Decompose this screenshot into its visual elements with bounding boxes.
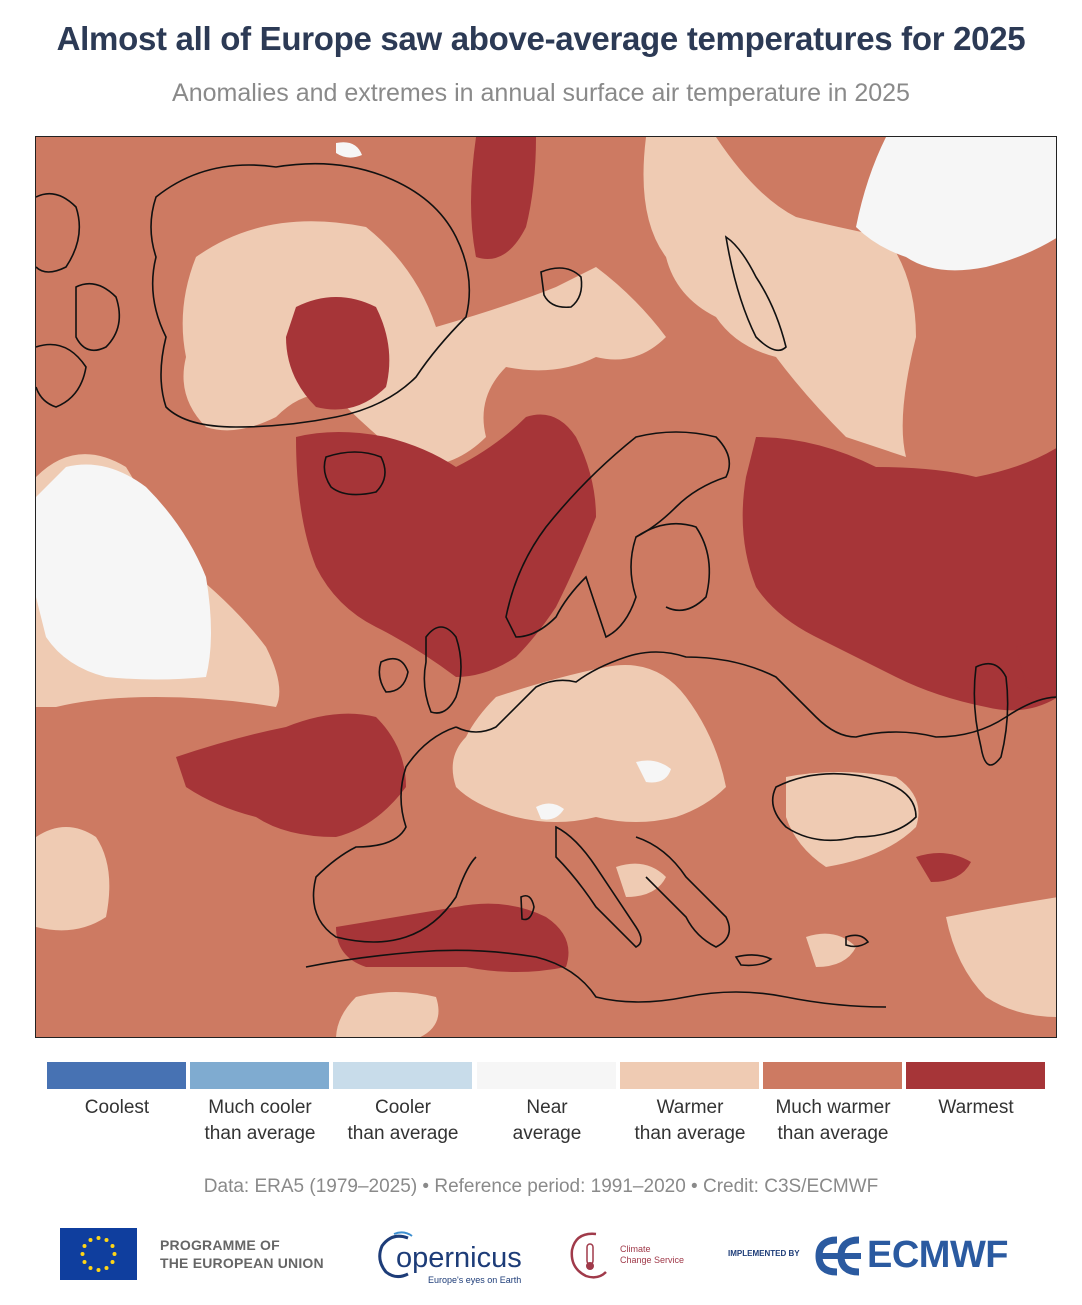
legend-swatch-much-warmer (763, 1062, 902, 1089)
copernicus-c-icon (378, 1231, 413, 1279)
legend-swatch-near (477, 1062, 616, 1089)
thermometer-icon (570, 1232, 607, 1279)
near-average-regions (36, 137, 1056, 820)
legend-label-warmer: Warmer than average (634, 1097, 746, 1144)
implemented-by-text: IMPLEMENTED BY (728, 1249, 800, 1258)
eu-stars-icon (80, 1236, 117, 1272)
legend-label-cooler: Cooler than average (347, 1097, 459, 1144)
legend-label-warmest: Warmest (938, 1097, 1014, 1118)
coastlines (36, 162, 1056, 1008)
warmest-regions (176, 137, 1056, 972)
ecmwf-mark-icon (815, 1236, 861, 1276)
map-svg (36, 137, 1056, 1037)
page-subtitle: Anomalies and extremes in annual surface… (172, 79, 910, 107)
data-credit: Data: ERA5 (1979–2025) • Reference perio… (203, 1176, 879, 1197)
eu-flag-logo (60, 1228, 137, 1280)
eu-programme-text: PROGRAMME OF THE EUROPEAN UNION (160, 1237, 324, 1271)
page-title: Almost all of Europe saw above-average t… (56, 20, 1026, 57)
legend-label-much-cooler: Much cooler than average (204, 1097, 316, 1144)
legend-swatch-warmest (906, 1062, 1045, 1089)
legend-swatch-much-cooler (190, 1062, 329, 1089)
legend-label-coolest: Coolest (84, 1097, 150, 1118)
legend-label-much-warmer: Much warmer than average (775, 1097, 891, 1144)
legend-swatch-cooler (333, 1062, 472, 1089)
logo-bar: PROGRAMME OF THE EUROPEAN UNION opernicus… (0, 1222, 1082, 1292)
copernicus-logo: opernicus Europe's eyes on Earth (374, 1224, 534, 1286)
climate-change-service-logo: Climate Change Service (566, 1226, 706, 1286)
ecmwf-logo: ECMWF (815, 1232, 1035, 1280)
temperature-anomaly-map (35, 136, 1057, 1038)
legend-swatch-coolest (47, 1062, 186, 1089)
legend-swatch-warmer (620, 1062, 759, 1089)
legend-label-near: Near average (512, 1097, 582, 1144)
